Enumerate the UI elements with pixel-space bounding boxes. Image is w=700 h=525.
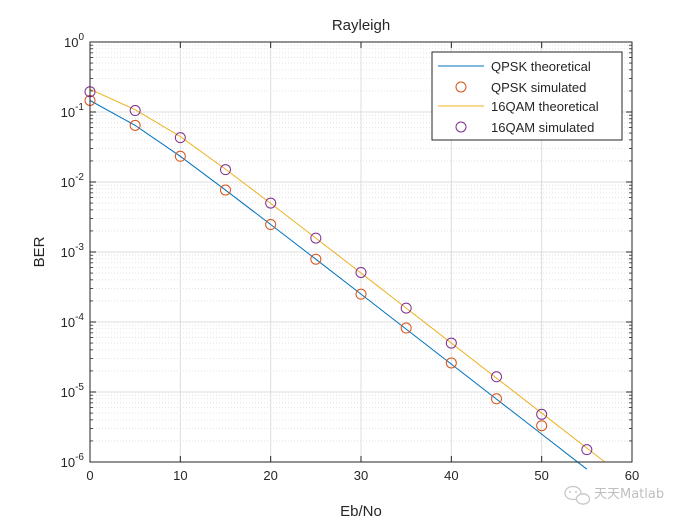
axis-ticks: [89, 41, 633, 463]
legend-swatch-16qam-simulated: [455, 121, 467, 133]
y-axis-label: BER: [31, 236, 48, 267]
data-point-16qam-simulated: [536, 408, 548, 420]
x-tick-label: 40: [444, 468, 458, 483]
data-point-qpsk-simulated: [445, 357, 457, 369]
data-point-16qam-simulated: [265, 197, 277, 209]
y-tick-label: 10-6: [61, 452, 85, 470]
x-tick-label: 0: [86, 468, 93, 483]
watermark-text: 天天Matlab: [594, 487, 664, 502]
series-layer: [84, 86, 606, 470]
y-tick-labels: 100 10-1 10-2 10-3 10-4 10-5 10-6: [61, 32, 85, 470]
data-point-qpsk-simulated: [491, 393, 502, 405]
y-tick-label: 10-3: [61, 242, 85, 260]
legend-label-qpsk-simulated: QPSK simulated: [491, 80, 586, 95]
data-point-qpsk-simulated: [536, 420, 548, 432]
y-tick-label: 10-1: [61, 102, 85, 120]
series-16qam-theoretical: [89, 88, 606, 463]
watermark: 天天Matlab: [564, 485, 664, 505]
x-tick-label: 30: [354, 468, 368, 483]
data-point-16qam-simulated: [400, 302, 412, 314]
data-point-16qam-simulated: [174, 132, 186, 144]
legend: QPSK theoretical QPSK simulated 16QAM th…: [431, 51, 623, 141]
series-qpsk-simulated: [84, 95, 548, 432]
data-point-qpsk-simulated: [129, 119, 141, 131]
x-tick-label: 50: [534, 468, 548, 483]
x-tick-label: 10: [173, 468, 187, 483]
legend-swatch-qpsk-simulated: [455, 81, 467, 93]
legend-box: [431, 51, 623, 141]
data-point-16qam-simulated: [220, 164, 231, 176]
data-point-qpsk-simulated: [265, 219, 277, 231]
legend-label-16qam-simulated: 16QAM simulated: [491, 120, 594, 135]
data-point-16qam-simulated: [581, 444, 593, 456]
data-point-qpsk-simulated: [220, 184, 231, 196]
x-axis-label: Eb/No: [340, 503, 382, 520]
y-tick-label: 10-2: [61, 172, 85, 190]
y-tick-label: 10-4: [61, 312, 85, 330]
x-tick-label: 20: [263, 468, 277, 483]
x-tick-labels: 0 10 20 30 40 50 60: [86, 468, 639, 483]
data-point-qpsk-simulated: [400, 322, 412, 334]
data-point-qpsk-simulated: [355, 288, 367, 300]
data-point-16qam-simulated: [355, 266, 367, 278]
legend-label-16qam-theoretical: 16QAM theoretical: [491, 99, 599, 114]
chart-title: Rayleigh: [332, 17, 390, 34]
legend-label-qpsk-theoretical: QPSK theoretical: [491, 59, 591, 74]
data-point-qpsk-simulated: [174, 150, 186, 162]
y-tick-label: 10-5: [61, 382, 85, 400]
wechat-icon: [564, 485, 591, 505]
series-16qam-simulated: [84, 86, 593, 456]
data-point-16qam-simulated: [310, 232, 322, 244]
data-point-qpsk-simulated: [310, 253, 322, 265]
series-qpsk-theoretical: [89, 100, 588, 470]
series-line-qpsk-theoretical: [89, 100, 588, 470]
y-tick-label: 100: [64, 32, 84, 50]
x-tick-label: 60: [625, 468, 639, 483]
data-point-16qam-simulated: [129, 105, 141, 117]
data-point-16qam-simulated: [445, 337, 457, 349]
series-line-16qam-theoretical: [89, 88, 606, 463]
data-point-16qam-simulated: [491, 371, 502, 383]
